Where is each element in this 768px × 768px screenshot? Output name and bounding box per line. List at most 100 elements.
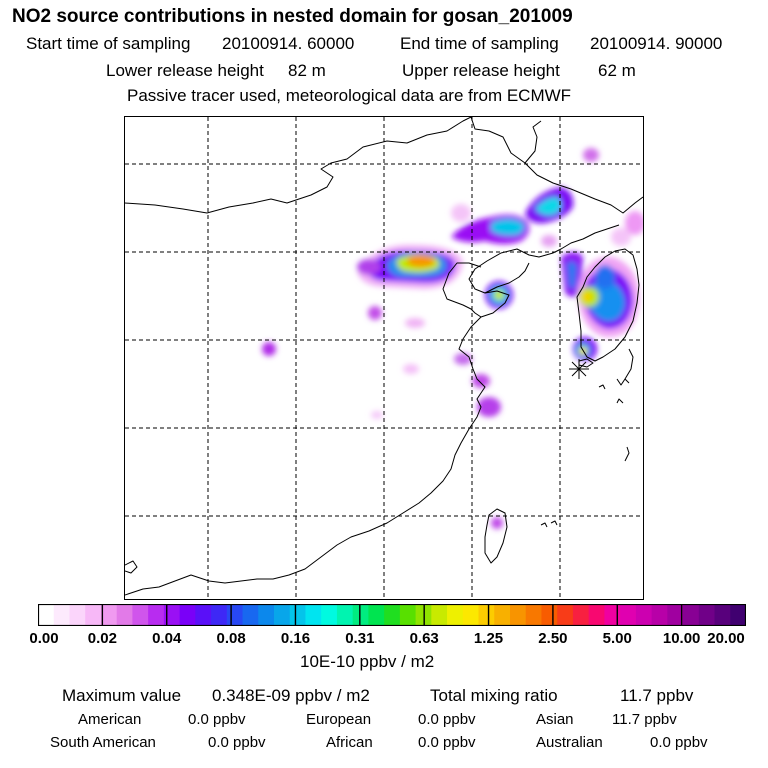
plume-north-band-core <box>491 219 525 236</box>
blob-hebei-west <box>368 306 382 320</box>
island-japan-1 <box>624 348 634 384</box>
plume-gosan <box>573 337 597 361</box>
colorbar-cell <box>462 604 480 626</box>
colorbar-cell <box>541 604 558 626</box>
island-ryukyu-4 <box>540 522 548 528</box>
colorbar-cell <box>69 604 86 626</box>
colorbar-tick-label: 20.00 <box>707 630 745 647</box>
american-label: American <box>78 711 142 728</box>
colorbar-cell <box>352 604 369 626</box>
concentration-map <box>124 116 644 600</box>
plume-pink-northeast <box>625 211 643 235</box>
coast-korea <box>576 248 640 362</box>
island-hainan <box>125 560 138 574</box>
coastlines <box>125 117 643 596</box>
colorbar-cell <box>38 604 55 626</box>
blob-north-faint <box>451 204 471 222</box>
colorbar <box>38 604 746 626</box>
colorbar-cell <box>714 604 731 626</box>
island-ryukyu-3 <box>624 446 630 462</box>
plume-ne-faint <box>611 228 631 246</box>
start-time-label: Start time of sampling <box>26 34 191 53</box>
coast-china-north <box>442 248 554 318</box>
colorbar-cell <box>116 604 133 626</box>
colorbar-cell <box>667 604 684 626</box>
colorbar-cell <box>336 604 354 626</box>
colorbar-cell <box>604 604 621 626</box>
coast-china-east <box>125 316 486 596</box>
plume-layer <box>262 148 643 529</box>
plume-korea-east <box>595 265 615 289</box>
blob-north-china <box>357 259 381 275</box>
island-taiwan <box>484 508 508 564</box>
border-northeast-line <box>524 120 542 164</box>
end-time-value: 20100914. 90000 <box>590 34 723 53</box>
island-ryukyu-1 <box>598 384 606 390</box>
colorbar-cell <box>211 604 228 626</box>
colorbar-tick-label: 5.00 <box>602 630 632 647</box>
colorbar-frame <box>38 604 746 626</box>
plume-scatter <box>262 204 557 529</box>
colorbar-cell <box>305 604 322 626</box>
plume-north-band <box>451 148 643 246</box>
colorbar-tick-label: 0.00 <box>29 630 59 647</box>
colorbar-cell <box>683 604 700 626</box>
blob-shandong-south <box>405 318 425 328</box>
colorbar-cell <box>100 604 118 626</box>
colorbar-tick-label: 0.63 <box>409 630 439 647</box>
colorbar-cell <box>384 604 401 626</box>
american-value: 0.0 ppbv <box>188 711 246 728</box>
plume-pink-northwest <box>583 148 599 162</box>
colorbar-cell <box>321 604 338 626</box>
upper-height-value: 62 m <box>598 61 636 80</box>
end-time-label: End time of sampling <box>400 34 559 53</box>
colorbar-cell <box>494 604 511 626</box>
plume-beijing <box>357 244 463 289</box>
colorbar-tick-label: 0.04 <box>152 630 182 647</box>
colorbar-cell <box>651 604 668 626</box>
colorbar-cell <box>132 604 149 626</box>
blob-central-west <box>262 342 276 356</box>
colorbar-cell <box>572 604 590 626</box>
colorbar-cell <box>148 604 165 626</box>
start-time-value: 20100914. 60000 <box>222 34 355 53</box>
plume-seoul-core <box>582 292 592 302</box>
african-label: African <box>326 734 373 751</box>
total-mixing-value: 11.7 ppbv <box>620 686 694 705</box>
blob-shanghai-2 <box>477 397 501 417</box>
colorbar-cell <box>478 604 495 626</box>
receptor-marker-gosan <box>569 359 589 379</box>
max-value-label: Maximum value <box>62 686 182 705</box>
asian-label: Asian <box>536 711 574 728</box>
australian-label: Australian <box>536 734 603 751</box>
colorbar-tick-label: 0.31 <box>345 630 375 647</box>
total-mixing-label: Total mixing ratio <box>430 686 558 705</box>
coast-liaodong <box>484 262 530 294</box>
colorbar-cell <box>557 604 574 626</box>
colorbar-tick-label: 1.25 <box>473 630 504 647</box>
blob-shanghai-1 <box>472 374 490 388</box>
blob-taiwan <box>491 517 503 529</box>
colorbar-tick-label: 0.02 <box>87 630 117 647</box>
south-american-label: South American <box>50 734 156 751</box>
max-value: 0.348E-09 ppbv / m2 <box>212 686 370 705</box>
border-manchuria <box>470 117 643 214</box>
lower-height-label: Lower release height <box>106 61 264 80</box>
colorbar-cell <box>53 604 71 626</box>
colorbar-cell <box>447 604 464 626</box>
plume-beijing-core <box>407 255 435 267</box>
colorbar-cell <box>179 604 196 626</box>
colorbar-tick-label: 2.50 <box>538 630 568 647</box>
colorbar-tick-label: 0.16 <box>280 630 311 647</box>
colorbar-cell <box>698 604 716 626</box>
blob-zhejiang <box>371 411 383 419</box>
border-korea-north <box>552 224 620 254</box>
chart-title: NO2 source contributions in nested domai… <box>12 6 573 27</box>
colorbar-tick-label: 0.08 <box>216 630 246 647</box>
colorbar-cell <box>730 604 746 626</box>
plume-north-korea <box>561 252 583 297</box>
island-ryukyu-2 <box>616 398 624 404</box>
blob-jiangsu-2 <box>403 364 419 374</box>
colorbar-cell <box>274 604 291 626</box>
asian-value: 11.7 ppbv <box>612 711 677 728</box>
